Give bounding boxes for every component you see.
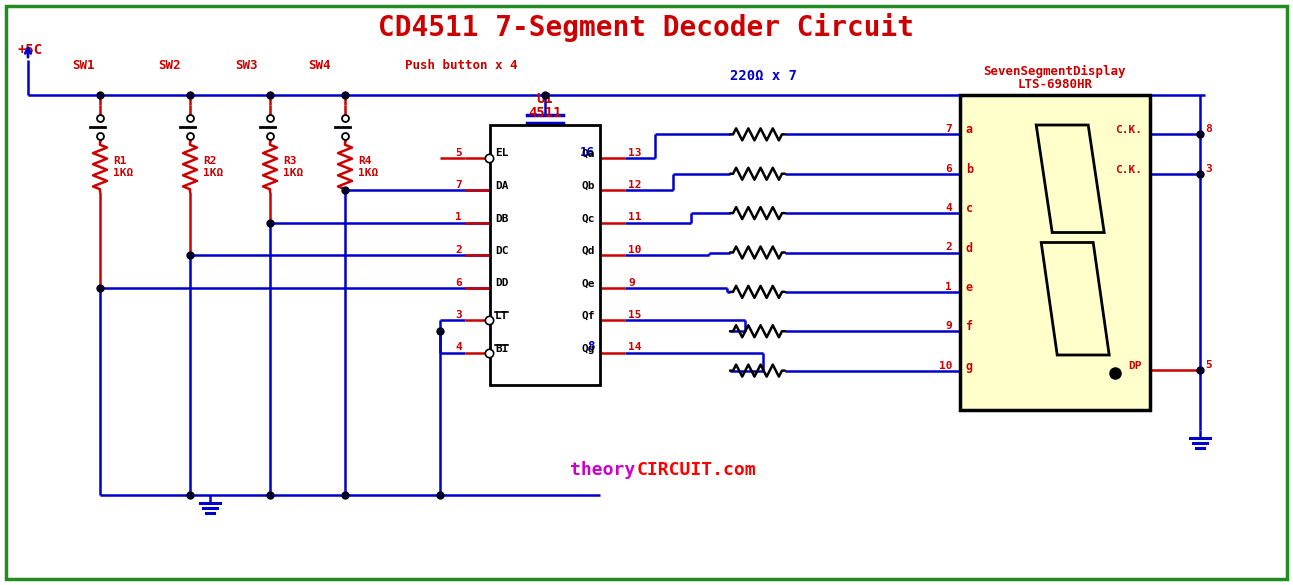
Text: 7: 7 — [455, 180, 462, 190]
Text: 3: 3 — [1205, 164, 1212, 174]
Text: R3
1KΩ: R3 1KΩ — [283, 156, 304, 178]
Text: DD: DD — [495, 278, 508, 288]
Text: U1: U1 — [537, 92, 553, 106]
Text: Qf: Qf — [582, 311, 595, 321]
Text: 11: 11 — [628, 212, 641, 222]
Text: 8: 8 — [587, 340, 595, 353]
Text: 5: 5 — [455, 147, 462, 157]
Text: b: b — [966, 163, 974, 176]
Text: SW3: SW3 — [235, 59, 257, 72]
Text: Qe: Qe — [582, 278, 595, 288]
Text: 13: 13 — [628, 147, 641, 157]
Text: 4: 4 — [945, 203, 952, 213]
Text: LT: LT — [495, 311, 508, 321]
Text: 4: 4 — [455, 342, 462, 353]
Text: 9: 9 — [628, 277, 635, 287]
Text: Qc: Qc — [582, 214, 595, 223]
Text: 220Ω x 7: 220Ω x 7 — [731, 69, 796, 83]
Text: DP: DP — [1129, 361, 1142, 371]
Text: 3: 3 — [455, 310, 462, 320]
Bar — [959, 95, 1149, 410]
Text: SW4: SW4 — [308, 59, 331, 72]
Text: 15: 15 — [628, 310, 641, 320]
Text: Qa: Qa — [582, 149, 595, 159]
Text: DA: DA — [495, 181, 508, 191]
Text: 2: 2 — [455, 245, 462, 255]
Text: Qg: Qg — [582, 343, 595, 353]
Text: DB: DB — [495, 214, 508, 223]
Text: CIRCUIT.com: CIRCUIT.com — [637, 461, 756, 479]
Text: EL: EL — [495, 149, 508, 159]
Text: SW2: SW2 — [158, 59, 181, 72]
Text: 8: 8 — [1205, 125, 1212, 135]
Text: e: e — [966, 281, 974, 294]
Text: 14: 14 — [628, 342, 641, 353]
Text: a: a — [966, 123, 974, 136]
Text: R4
1KΩ: R4 1KΩ — [358, 156, 379, 178]
Text: SW1: SW1 — [72, 59, 94, 72]
Text: 2: 2 — [945, 243, 952, 253]
Text: C.K.: C.K. — [1115, 125, 1142, 135]
Text: DC: DC — [495, 246, 508, 256]
Text: 9: 9 — [945, 321, 952, 331]
Text: 16: 16 — [581, 146, 595, 159]
Text: 6: 6 — [455, 277, 462, 287]
Text: 4511: 4511 — [529, 106, 561, 120]
Text: d: d — [966, 242, 974, 254]
Text: R2
1KΩ: R2 1KΩ — [203, 156, 224, 178]
Text: Qb: Qb — [582, 181, 595, 191]
Text: f: f — [966, 320, 974, 333]
Text: 7: 7 — [945, 125, 952, 135]
Text: Push button x 4: Push button x 4 — [405, 59, 517, 72]
Text: 6: 6 — [945, 164, 952, 174]
Text: g: g — [966, 360, 974, 373]
Text: theory: theory — [570, 461, 635, 479]
Text: BI: BI — [495, 343, 508, 353]
Text: 5: 5 — [1205, 360, 1212, 370]
Text: +5C: +5C — [18, 43, 43, 57]
Text: C.K.: C.K. — [1115, 165, 1142, 175]
Text: 10: 10 — [628, 245, 641, 255]
Text: c: c — [966, 202, 974, 215]
Text: 12: 12 — [628, 180, 641, 190]
Text: 1: 1 — [945, 282, 952, 292]
Text: SevenSegmentDisplay: SevenSegmentDisplay — [984, 65, 1126, 78]
Text: CD4511 7-Segment Decoder Circuit: CD4511 7-Segment Decoder Circuit — [378, 12, 914, 42]
Bar — [490, 125, 600, 385]
Text: R1
1KΩ: R1 1KΩ — [112, 156, 133, 178]
Text: 1: 1 — [455, 212, 462, 222]
Text: LTS-6980HR: LTS-6980HR — [1018, 78, 1093, 91]
Text: 10: 10 — [939, 360, 952, 371]
Text: Qd: Qd — [582, 246, 595, 256]
